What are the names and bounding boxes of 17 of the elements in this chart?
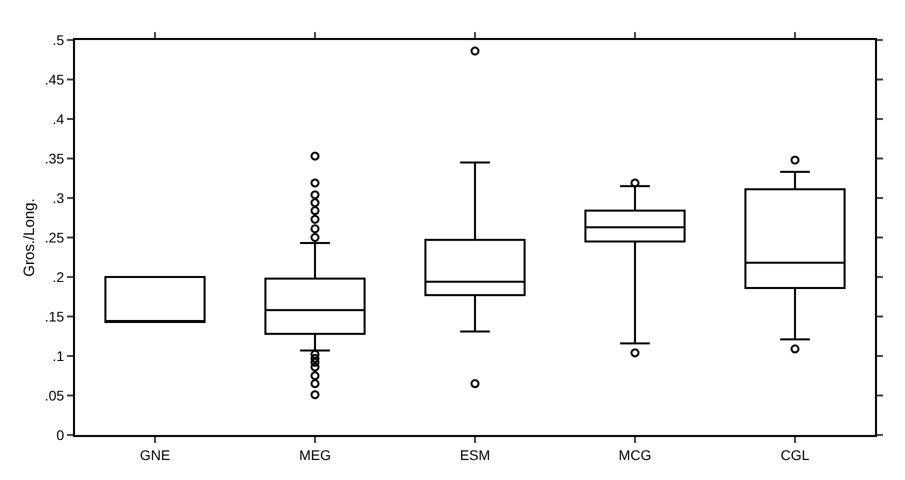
y-axis-title: Gros./Long. — [21, 198, 38, 277]
y-tick-label: .15 — [44, 308, 64, 324]
x-tick-label: CGL — [780, 446, 810, 463]
y-tick-label: .4 — [52, 110, 64, 127]
x-tick-label: MCG — [618, 446, 652, 463]
y-tick-label: .1 — [52, 348, 64, 364]
y-tick-label: .35 — [44, 150, 64, 166]
x-tick-label: GNE — [140, 446, 170, 463]
y-tick-label: .3 — [52, 190, 64, 206]
y-tick-label: .2 — [52, 268, 64, 285]
y-tick-label: 0 — [56, 426, 64, 443]
y-tick-label: .05 — [44, 387, 64, 404]
y-tick-label: .45 — [44, 71, 64, 88]
y-tick-label: .5 — [52, 32, 64, 48]
y-tick-label: .25 — [44, 229, 64, 246]
x-tick-label: MEG — [299, 446, 331, 463]
x-tick-label: ESM — [460, 446, 490, 463]
